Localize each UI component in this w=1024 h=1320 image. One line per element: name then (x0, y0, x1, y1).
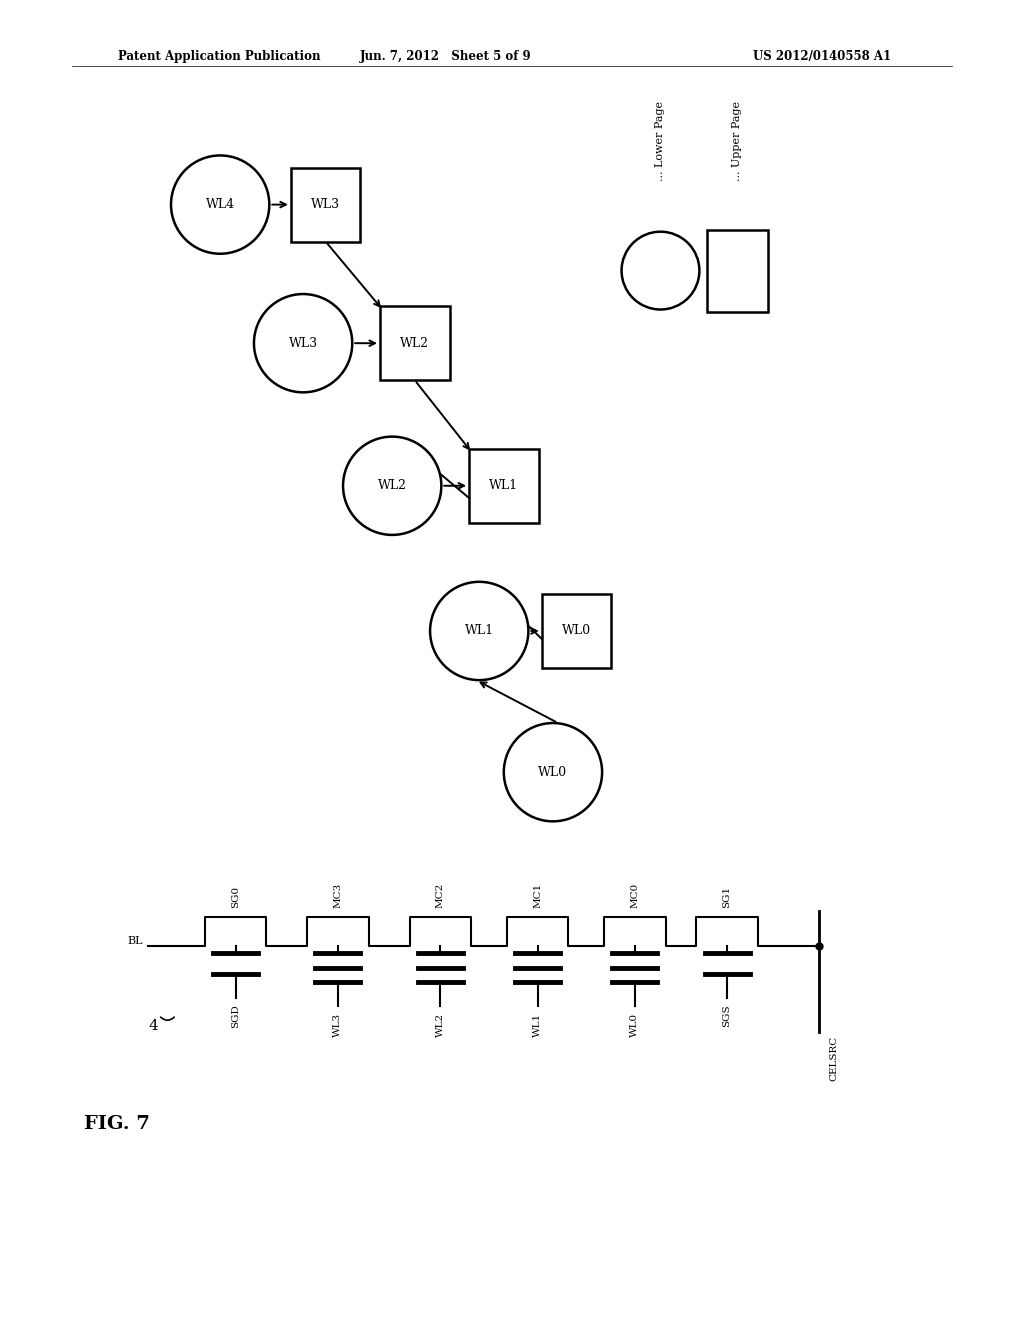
Ellipse shape (254, 294, 352, 392)
Ellipse shape (504, 723, 602, 821)
Text: WL2: WL2 (400, 337, 429, 350)
Text: SG0: SG0 (231, 886, 240, 908)
Text: WL1: WL1 (534, 1012, 542, 1036)
Text: WL1: WL1 (489, 479, 518, 492)
Text: MC2: MC2 (436, 883, 444, 908)
FancyBboxPatch shape (707, 230, 768, 312)
Text: MC1: MC1 (534, 883, 542, 908)
FancyBboxPatch shape (291, 168, 360, 242)
Text: MC0: MC0 (631, 883, 639, 908)
Text: SGS: SGS (723, 1005, 731, 1027)
Ellipse shape (430, 582, 528, 680)
Text: WL0: WL0 (562, 624, 591, 638)
Text: WL2: WL2 (378, 479, 407, 492)
FancyBboxPatch shape (380, 306, 450, 380)
Text: ... Lower Page: ... Lower Page (655, 100, 666, 181)
Text: WL0: WL0 (539, 766, 567, 779)
Text: Patent Application Publication: Patent Application Publication (118, 50, 321, 63)
Ellipse shape (343, 437, 441, 535)
Text: US 2012/0140558 A1: US 2012/0140558 A1 (753, 50, 891, 63)
Text: 4: 4 (148, 1019, 159, 1032)
FancyBboxPatch shape (542, 594, 611, 668)
Text: CELSRC: CELSRC (829, 1036, 839, 1081)
Text: WL1: WL1 (465, 624, 494, 638)
Text: BL: BL (128, 936, 143, 946)
Text: WL3: WL3 (334, 1012, 342, 1036)
Text: ... Upper Page: ... Upper Page (732, 100, 742, 181)
Text: MC3: MC3 (334, 883, 342, 908)
Text: WL3: WL3 (289, 337, 317, 350)
Text: SG1: SG1 (723, 886, 731, 908)
Text: SGD: SGD (231, 1005, 240, 1028)
Ellipse shape (622, 232, 699, 309)
Text: WL2: WL2 (436, 1012, 444, 1036)
Text: FIG. 7: FIG. 7 (84, 1115, 150, 1134)
Ellipse shape (171, 156, 269, 253)
Text: WL0: WL0 (631, 1012, 639, 1036)
Text: WL4: WL4 (206, 198, 234, 211)
Text: Jun. 7, 2012   Sheet 5 of 9: Jun. 7, 2012 Sheet 5 of 9 (359, 50, 531, 63)
FancyBboxPatch shape (469, 449, 539, 523)
Text: WL3: WL3 (311, 198, 340, 211)
